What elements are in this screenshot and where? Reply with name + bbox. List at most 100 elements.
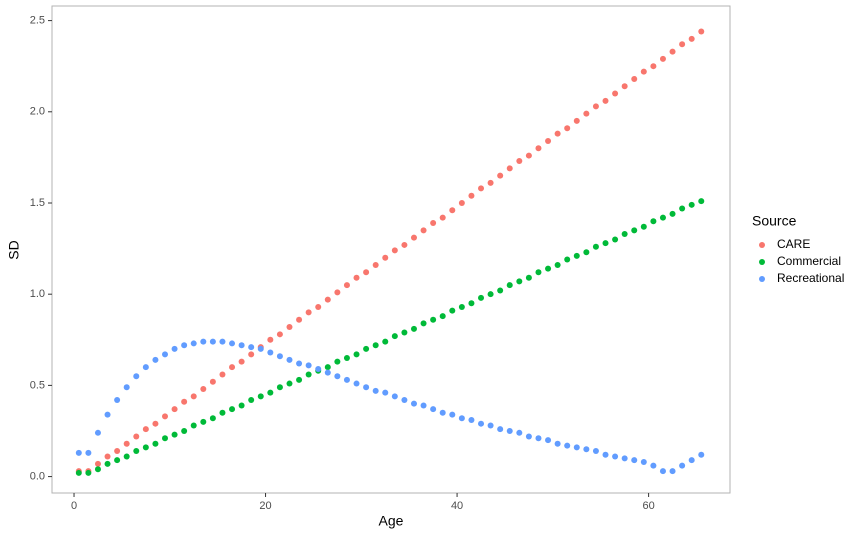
point: [621, 230, 628, 237]
point: [669, 468, 676, 475]
point: [363, 269, 370, 276]
point: [698, 28, 705, 35]
x-tick-label: 20: [259, 500, 271, 512]
point: [449, 307, 456, 314]
point: [123, 440, 130, 447]
point: [554, 262, 561, 269]
point: [382, 254, 389, 261]
point: [631, 457, 638, 464]
point: [181, 427, 188, 434]
point: [372, 262, 379, 269]
point: [343, 282, 350, 289]
y-tick-label: 0.0: [30, 470, 45, 482]
point: [190, 422, 197, 429]
point: [430, 220, 437, 227]
y-tick-label: 2.5: [30, 14, 45, 26]
point: [353, 351, 360, 358]
point: [535, 145, 542, 152]
point: [219, 338, 226, 345]
legend-title: Source: [752, 213, 797, 229]
point: [248, 351, 255, 358]
point: [85, 449, 92, 456]
x-tick-label: 0: [71, 500, 77, 512]
point: [181, 342, 188, 349]
point: [114, 396, 121, 403]
point: [640, 223, 647, 230]
point: [324, 369, 331, 376]
point: [190, 340, 197, 347]
point: [458, 199, 465, 206]
point: [621, 455, 628, 462]
point: [296, 376, 303, 383]
point: [506, 165, 513, 172]
point: [276, 353, 283, 360]
legend-marker: [759, 276, 765, 282]
point: [133, 433, 140, 440]
point: [229, 340, 236, 347]
point: [401, 241, 408, 248]
point: [487, 422, 494, 429]
point: [334, 289, 341, 296]
point: [573, 252, 580, 259]
point: [583, 110, 590, 117]
point: [363, 384, 370, 391]
point: [104, 460, 111, 467]
point: [439, 313, 446, 320]
point: [650, 462, 657, 469]
point: [296, 360, 303, 367]
point: [142, 426, 149, 433]
point: [602, 451, 609, 458]
point: [698, 198, 705, 205]
point: [659, 214, 666, 221]
point: [592, 448, 599, 455]
point: [190, 393, 197, 400]
point: [133, 373, 140, 380]
point: [506, 427, 513, 434]
point: [535, 269, 542, 276]
point: [372, 387, 379, 394]
point: [162, 435, 168, 442]
point: [478, 294, 485, 301]
point: [640, 68, 647, 75]
point: [439, 214, 446, 221]
point: [573, 444, 580, 451]
point: [276, 384, 283, 391]
point: [468, 417, 475, 424]
point: [200, 338, 207, 345]
point: [238, 358, 245, 365]
point: [420, 402, 427, 409]
point: [410, 400, 417, 407]
point: [267, 349, 274, 356]
point: [267, 336, 274, 343]
point: [152, 356, 159, 363]
point: [315, 365, 322, 372]
point: [516, 429, 523, 436]
point: [229, 364, 236, 371]
point: [94, 466, 101, 473]
point: [516, 278, 523, 285]
point: [439, 409, 446, 416]
point: [525, 274, 532, 281]
point: [257, 345, 264, 352]
point: [382, 389, 389, 396]
point: [545, 437, 552, 444]
y-tick-label: 0.5: [30, 379, 45, 391]
point: [238, 342, 245, 349]
point: [525, 433, 532, 440]
point: [592, 243, 599, 250]
legend-label: Recreational: [777, 271, 844, 285]
point: [650, 63, 657, 70]
point: [602, 240, 609, 247]
x-tick-label: 40: [451, 500, 463, 512]
point: [525, 152, 532, 159]
point: [104, 411, 111, 418]
point: [410, 325, 417, 332]
point: [142, 364, 149, 371]
point: [420, 320, 427, 327]
legend-marker: [759, 242, 765, 248]
point: [334, 373, 341, 380]
point: [200, 418, 207, 425]
legend-label: Commercial: [777, 254, 841, 268]
point: [468, 192, 475, 199]
